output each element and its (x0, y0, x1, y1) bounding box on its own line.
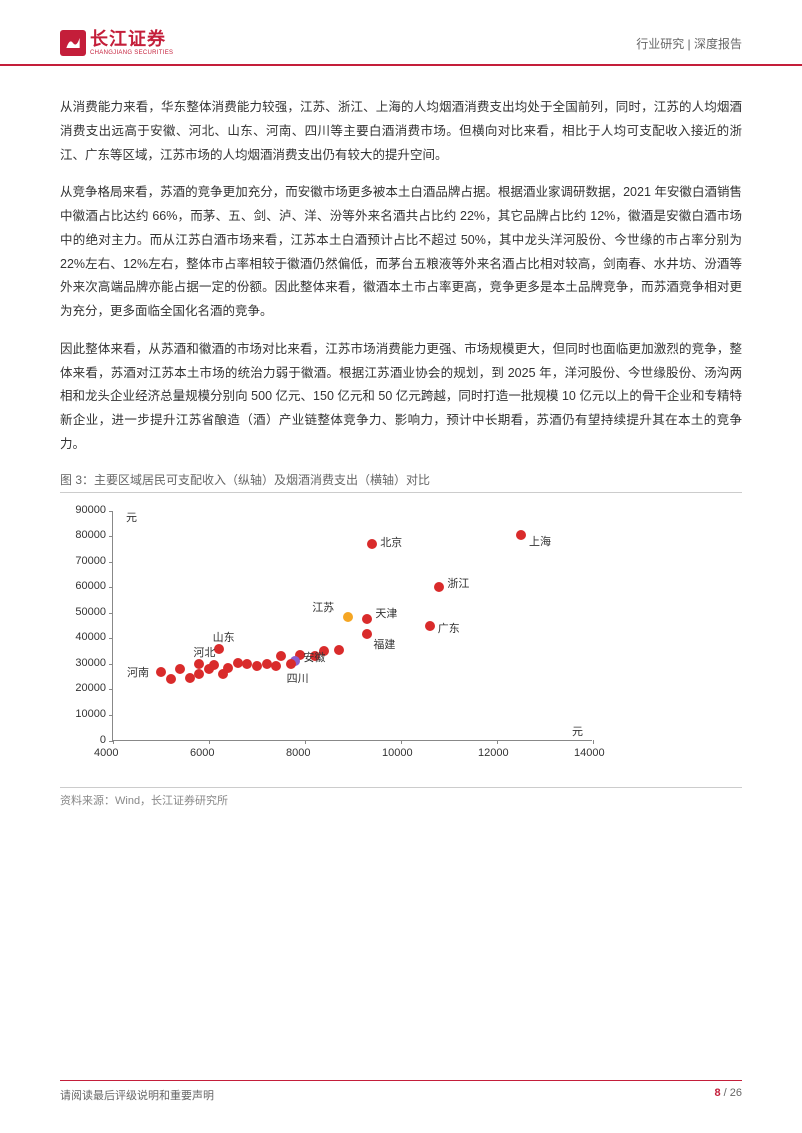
y-tick-label: 20000 (60, 682, 106, 694)
x-tick-label: 14000 (574, 747, 605, 759)
scatter-point-labeled (362, 614, 372, 624)
page-header: 长江证券 CHANGJIANG SECURITIES 行业研究 | 深度报告 (0, 0, 802, 66)
y-tick-label: 90000 (60, 504, 106, 516)
y-tick (109, 689, 113, 690)
scatter-point-labeled (194, 659, 204, 669)
y-tick-label: 10000 (60, 708, 106, 720)
scatter-point-labeled (362, 629, 372, 639)
scatter-point (276, 651, 286, 661)
logo-en: CHANGJIANG SECURITIES (90, 50, 173, 56)
y-tick (109, 638, 113, 639)
paragraph-3: 因此整体来看，从苏酒和徽酒的市场对比来看，江苏市场消费能力更强、市场规模更大，但… (60, 338, 742, 457)
y-tick (109, 511, 113, 512)
page-total: 26 (730, 1087, 742, 1099)
y-axis-unit: 元 (126, 509, 137, 525)
y-tick (109, 536, 113, 537)
paragraph-1: 从消费能力来看，华东整体消费能力较强，江苏、浙江、上海的人均烟酒消费支出均处于全… (60, 96, 742, 167)
x-tick-label: 8000 (286, 747, 310, 759)
scatter-point-label: 安徽 (303, 649, 325, 665)
logo-icon (60, 30, 86, 56)
x-tick (593, 740, 594, 744)
scatter-point (223, 663, 233, 673)
x-tick-label: 12000 (478, 747, 509, 759)
y-tick-label: 0 (60, 734, 106, 746)
scatter-point (166, 674, 176, 684)
logo-text: 长江证券 CHANGJIANG SECURITIES (90, 30, 173, 56)
x-tick (305, 740, 306, 744)
y-tick-label: 50000 (60, 606, 106, 618)
scatter-point (242, 659, 252, 669)
page-sep: / (721, 1087, 730, 1099)
content: 从消费能力来看，华东整体消费能力较强，江苏、浙江、上海的人均烟酒消费支出均处于全… (0, 66, 802, 808)
y-tick-label: 60000 (60, 580, 106, 592)
y-tick (109, 715, 113, 716)
scatter-point-label: 山东 (213, 629, 235, 645)
scatter-point-label: 四川 (287, 670, 309, 686)
scatter-point-label: 江苏 (312, 599, 334, 615)
breadcrumb: 行业研究 | 深度报告 (636, 35, 742, 52)
scatter-point (233, 658, 243, 668)
scatter-point-labeled (343, 612, 353, 622)
scatter-point-labeled (425, 621, 435, 631)
scatter-point-label: 天津 (375, 605, 397, 621)
figure-title: 图 3：主要区域居民可支配收入（纵轴）及烟酒消费支出（横轴）对比 (60, 471, 742, 493)
scatter-point (252, 661, 262, 671)
scatter-point-labeled (516, 530, 526, 540)
x-tick-label: 6000 (190, 747, 214, 759)
scatter-point (334, 645, 344, 655)
x-tick-label: 4000 (94, 747, 118, 759)
logo: 长江证券 CHANGJIANG SECURITIES (60, 30, 173, 56)
figure-source: 资料来源：Wind，长江证券研究所 (60, 787, 742, 808)
x-tick (497, 740, 498, 744)
page-footer: 请阅读最后评级说明和重要声明 8 / 26 (60, 1080, 742, 1103)
paragraph-2: 从竞争格局来看，苏酒的竞争更加充分，而安徽市场更多被本土白酒品牌占据。根据酒业家… (60, 181, 742, 324)
y-tick (109, 613, 113, 614)
logo-cn: 长江证券 (90, 30, 173, 48)
scatter-point-label: 河北 (193, 644, 215, 660)
scatter-point-labeled (434, 582, 444, 592)
plot-area: 北京 上海浙江江苏 天津广东福建 山东安徽 河北四川 河南 (112, 511, 592, 741)
scatter-point-labeled (156, 667, 166, 677)
scatter-point (185, 673, 195, 683)
x-tick (113, 740, 114, 744)
scatter-point-label: 河南 (127, 664, 149, 680)
x-tick (209, 740, 210, 744)
scatter-point (194, 669, 204, 679)
scatter-point-labeled (286, 659, 296, 669)
scatter-point (262, 659, 272, 669)
y-tick-label: 70000 (60, 555, 106, 567)
y-tick-label: 30000 (60, 657, 106, 669)
scatter-point-labeled (367, 539, 377, 549)
scatter-point-label: 浙江 (447, 575, 469, 591)
scatter-point-label: 广东 (438, 620, 460, 636)
y-tick-label: 80000 (60, 529, 106, 541)
scatter-point-label: 上海 (529, 533, 551, 549)
scatter-point (209, 660, 219, 670)
y-tick (109, 587, 113, 588)
y-tick (109, 562, 113, 563)
footer-disclaimer: 请阅读最后评级说明和重要声明 (60, 1087, 214, 1103)
scatter-chart: 北京上海浙江江苏天津广东福建山东安徽河北四川河南 元元0100002000030… (60, 501, 620, 781)
scatter-point (271, 661, 281, 671)
scatter-point-label: 北京 (380, 534, 402, 550)
y-tick (109, 664, 113, 665)
scatter-point (175, 664, 185, 674)
scatter-point-label: 福建 (373, 636, 395, 652)
y-tick-label: 40000 (60, 631, 106, 643)
x-tick (401, 740, 402, 744)
footer-page: 8 / 26 (714, 1087, 742, 1103)
x-tick-label: 10000 (382, 747, 413, 759)
x-axis-unit: 元 (572, 723, 583, 739)
